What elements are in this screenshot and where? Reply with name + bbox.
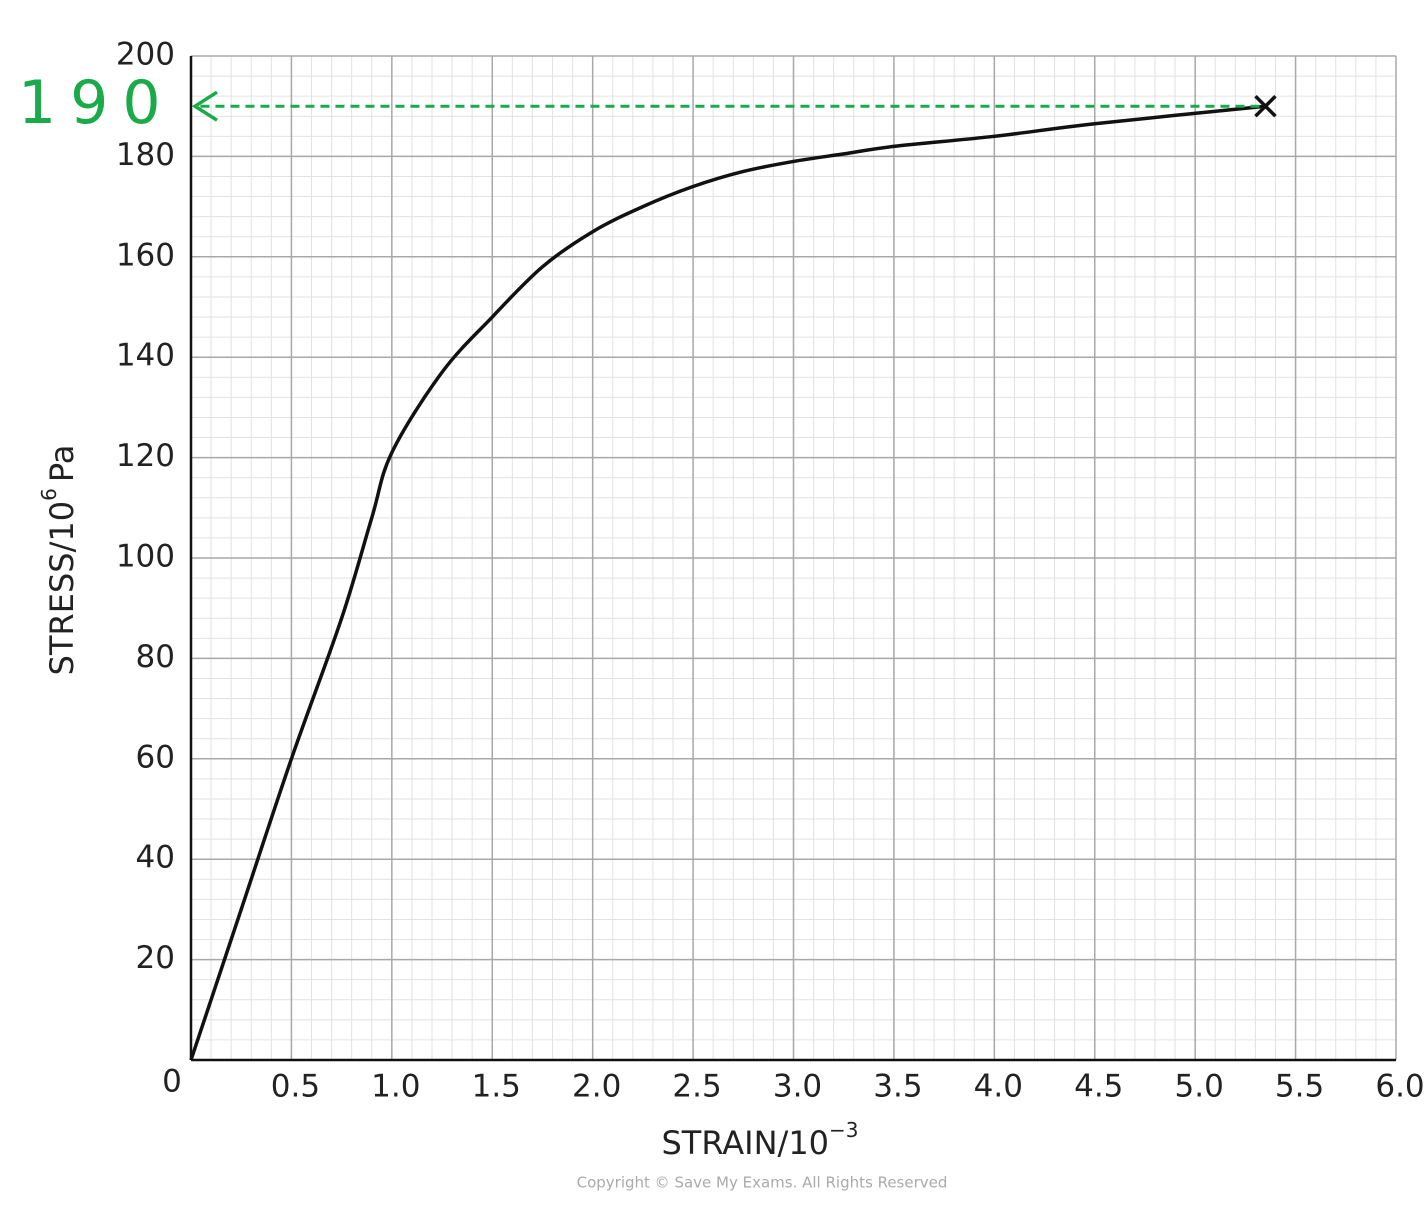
y-tick-label: 180 xyxy=(116,137,175,173)
x-label-sup: −3 xyxy=(829,1118,858,1142)
annotation-label: 190 xyxy=(18,68,175,138)
y-label-unit: Pa xyxy=(43,445,81,482)
y-tick-label: 120 xyxy=(116,438,175,474)
footer: Copyright © Save My Exams. All Rights Re… xyxy=(577,1174,948,1192)
x-axis-label: STRAIN/10−3 xyxy=(661,1118,858,1163)
grid xyxy=(191,55,1397,1060)
annotation-arrowhead xyxy=(191,90,218,122)
x-tick-label: 2.0 xyxy=(572,1069,621,1105)
y-label-sup: 6 xyxy=(37,488,61,501)
y-tick-label: 100 xyxy=(116,539,175,575)
y-tick-label: 160 xyxy=(116,237,175,273)
x-label-text: STRAIN/10 xyxy=(661,1124,829,1162)
y-axis-label: STRESS/106 Pa xyxy=(37,445,82,676)
x-tick-label: 1.0 xyxy=(371,1069,420,1105)
x-tick-label: 4.0 xyxy=(974,1069,1023,1105)
x-tick-label: 2.5 xyxy=(672,1069,721,1105)
x-tick-label: 5.0 xyxy=(1175,1069,1224,1105)
y-tick-label: 60 xyxy=(136,739,175,775)
y-label-text: STRESS/10 xyxy=(43,501,81,675)
y-tick-label: 140 xyxy=(116,338,175,374)
x-tick-label: 0 xyxy=(162,1064,182,1100)
x-tick-label: 3.0 xyxy=(773,1069,822,1105)
y-tick-label: 20 xyxy=(136,940,175,976)
line xyxy=(189,104,1266,1061)
x-tick-label: 4.5 xyxy=(1074,1069,1123,1105)
x-tick-label: 5.5 xyxy=(1275,1069,1324,1105)
y-tick-label: 80 xyxy=(136,639,175,675)
y-tick-label: 40 xyxy=(136,840,175,876)
x-tick-label: 0.5 xyxy=(271,1069,320,1105)
x-tick-label: 1.5 xyxy=(472,1069,521,1105)
x-tick-label: 3.5 xyxy=(873,1069,922,1105)
y-tick-label: 200 xyxy=(116,37,175,73)
fracture-point xyxy=(1254,94,1277,118)
x-tick-label: 6.0 xyxy=(1375,1069,1424,1105)
